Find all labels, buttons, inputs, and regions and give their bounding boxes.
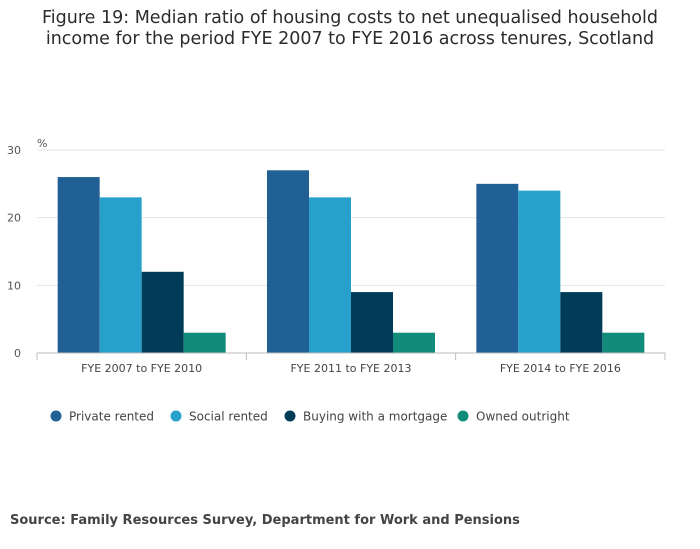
bar bbox=[141, 271, 184, 353]
legend-label: Private rented bbox=[69, 410, 154, 424]
bar bbox=[560, 292, 603, 353]
bar bbox=[57, 177, 100, 353]
y-axis-ticks: 0 10 20 30 bbox=[7, 144, 21, 360]
y-tick-label: 0 bbox=[14, 347, 21, 360]
legend-swatch bbox=[170, 410, 182, 422]
y-axis-label: % bbox=[37, 137, 47, 150]
bar bbox=[99, 197, 142, 353]
chart-title: Figure 19: Median ratio of housing costs… bbox=[41, 8, 658, 49]
bar bbox=[393, 332, 435, 353]
bars bbox=[57, 170, 645, 353]
bar bbox=[602, 332, 645, 353]
legend-label: Owned outright bbox=[476, 410, 570, 424]
legend-item: Social rented bbox=[170, 410, 268, 424]
y-tick-label: 20 bbox=[7, 212, 21, 225]
legend: Private rented Social rented Buying with a… bbox=[50, 410, 570, 424]
x-tick-label: FYE 2014 to FYE 2016 bbox=[500, 362, 621, 375]
bar bbox=[518, 190, 561, 353]
legend-item: Owned outright bbox=[457, 410, 570, 424]
bar bbox=[476, 183, 519, 353]
x-tick-label: FYE 2011 to FYE 2013 bbox=[290, 362, 411, 375]
bar bbox=[267, 170, 309, 353]
legend-label: Buying with a mortgage bbox=[303, 410, 447, 424]
y-tick-label: 10 bbox=[7, 279, 21, 292]
bar-chart: 0 10 20 30 % FYE 2007 to FYE 2010 FYE 2011 t… bbox=[7, 137, 666, 424]
legend-swatch bbox=[284, 410, 296, 422]
bar bbox=[351, 292, 393, 353]
bar bbox=[183, 332, 226, 353]
bar bbox=[309, 197, 351, 353]
x-axis: FYE 2007 to FYE 2010 FYE 2011 to FYE 2013… bbox=[36, 352, 666, 375]
legend-item: Buying with a mortgage bbox=[284, 410, 447, 424]
source-note: Source: Family Resources Survey, Departm… bbox=[10, 513, 520, 528]
legend-label: Social rented bbox=[189, 410, 268, 424]
legend-swatch bbox=[457, 410, 469, 422]
y-tick-label: 30 bbox=[7, 144, 21, 157]
legend-item: Private rented bbox=[50, 410, 154, 424]
legend-swatch bbox=[50, 410, 62, 422]
x-tick-label: FYE 2007 to FYE 2010 bbox=[81, 362, 202, 375]
